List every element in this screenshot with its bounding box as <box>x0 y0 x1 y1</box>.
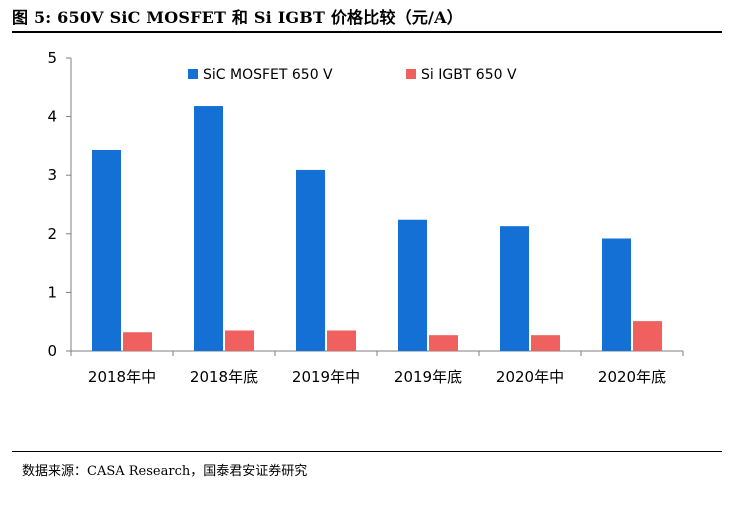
legend-swatch <box>406 69 416 79</box>
x-tick-label: 2020年中 <box>496 368 564 386</box>
figure-title: 图 5: 650V SiC MOSFET 和 Si IGBT 价格比较（元/A） <box>12 8 463 27</box>
bar-si-igbt <box>225 330 254 351</box>
legend-label: SiC MOSFET 650 V <box>203 67 333 83</box>
source-note: 数据来源：CASA Research，国泰君安证券研究 <box>22 464 308 479</box>
legend: SiC MOSFET 650 V Si IGBT 650 V <box>188 67 517 83</box>
bar-si-igbt <box>633 321 662 351</box>
bar-si-igbt <box>123 332 152 351</box>
footer-rule <box>12 451 722 452</box>
y-tick-label: 1 <box>47 283 57 301</box>
bar-sic-mosfet <box>500 226 529 351</box>
x-tick-label: 2019年底 <box>394 368 462 386</box>
bar-sic-mosfet <box>602 238 631 351</box>
bar-sic-mosfet <box>296 169 325 351</box>
y-tick-label: 5 <box>47 49 57 67</box>
x-tick-label: 2018年底 <box>190 368 258 386</box>
y-tick-label: 3 <box>47 166 57 184</box>
legend-swatch <box>188 69 198 79</box>
x-axis: 2018年中 2018年底 2019年中 2019年底 2020年中 2020年底 <box>70 350 684 386</box>
bar-si-igbt <box>327 330 356 351</box>
bar-si-igbt <box>531 335 560 351</box>
bar-si-igbt <box>429 335 458 351</box>
x-tick-label: 2020年底 <box>598 368 666 386</box>
y-tick-label: 4 <box>47 108 57 126</box>
bars <box>92 106 662 351</box>
y-tick-label: 0 <box>47 342 57 360</box>
bar-sic-mosfet <box>398 219 427 351</box>
y-tick-label: 2 <box>47 225 57 243</box>
legend-label: Si IGBT 650 V <box>421 67 517 83</box>
x-tick-label: 2018年中 <box>88 368 156 386</box>
x-tick-label: 2019年中 <box>292 368 360 386</box>
bar-sic-mosfet <box>92 150 121 351</box>
title-rule <box>12 31 722 33</box>
bar-chart: 0 1 2 3 4 5 2018年中 2018年底 2019年中 2019年底 2020年中 202… <box>47 49 684 386</box>
bar-sic-mosfet <box>194 106 223 351</box>
y-axis: 0 1 2 3 4 5 <box>47 49 72 360</box>
